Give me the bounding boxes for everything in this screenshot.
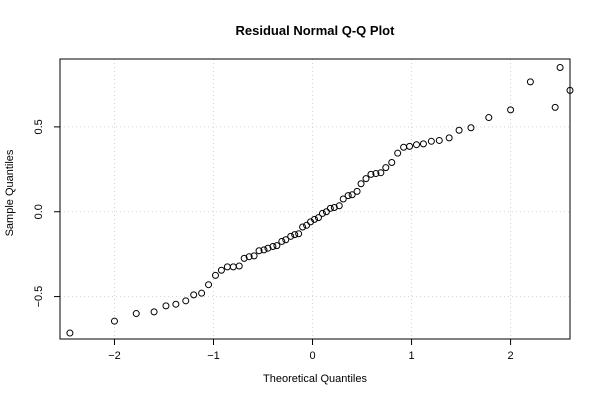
data-point xyxy=(282,236,290,244)
data-point xyxy=(66,329,74,337)
plot-frame xyxy=(59,58,571,340)
data-point xyxy=(551,103,559,111)
data-point xyxy=(311,215,319,223)
y-axis-label: Sample Quantiles xyxy=(4,149,16,236)
data-point xyxy=(110,317,118,325)
y-tick-label: 0.0 xyxy=(33,204,45,219)
data-point xyxy=(435,136,443,144)
data-point xyxy=(278,237,286,245)
data-point xyxy=(427,137,435,145)
y-tick-label: 0.5 xyxy=(33,119,45,134)
data-point xyxy=(235,262,243,270)
data-point xyxy=(217,266,225,274)
data-point xyxy=(287,232,295,240)
data-point xyxy=(223,263,231,271)
data-point xyxy=(172,300,180,308)
data-point xyxy=(255,247,263,255)
data-point xyxy=(388,159,396,167)
data-point xyxy=(400,143,408,151)
data-points xyxy=(66,63,574,337)
data-point xyxy=(485,114,493,122)
x-tick-label: 2 xyxy=(508,350,514,362)
data-point xyxy=(353,187,361,195)
data-point xyxy=(367,170,375,178)
data-point xyxy=(467,124,475,132)
data-point xyxy=(335,202,343,210)
data-point xyxy=(556,63,564,71)
data-point xyxy=(330,203,338,211)
data-point xyxy=(229,263,237,271)
data-point xyxy=(314,214,322,222)
data-point xyxy=(419,140,427,148)
data-point xyxy=(162,302,170,310)
data-point xyxy=(377,169,385,177)
data-point xyxy=(211,271,219,279)
data-point xyxy=(269,243,277,251)
data-point xyxy=(394,149,402,157)
data-point xyxy=(182,297,190,305)
data-point xyxy=(406,142,414,150)
data-point xyxy=(382,164,390,172)
data-point xyxy=(526,78,534,86)
data-point xyxy=(566,86,574,94)
x-axis-label: Theoretical Quantiles xyxy=(263,373,367,385)
data-point xyxy=(348,191,356,199)
data-point xyxy=(362,175,370,183)
x-tick-label: −2 xyxy=(108,350,121,362)
data-point xyxy=(339,195,347,203)
data-point xyxy=(507,106,515,114)
data-point xyxy=(303,221,311,229)
data-point xyxy=(413,141,421,149)
data-point xyxy=(357,180,365,188)
data-point xyxy=(198,289,206,297)
data-point xyxy=(264,244,272,252)
y-tick-label: −0.5 xyxy=(33,286,45,308)
data-point xyxy=(273,242,281,250)
data-point xyxy=(245,253,253,261)
chart-title: Residual Normal Q-Q Plot xyxy=(236,23,396,38)
data-point xyxy=(260,246,268,254)
data-point xyxy=(132,310,140,318)
x-tick-label: 1 xyxy=(408,350,414,362)
data-point xyxy=(190,291,198,299)
data-point xyxy=(295,230,303,238)
data-point xyxy=(205,281,213,289)
data-point xyxy=(318,209,326,217)
data-point xyxy=(455,126,463,134)
grid xyxy=(60,59,570,339)
data-point xyxy=(322,208,330,216)
data-point xyxy=(372,170,380,178)
axis-ticks: −2 −1 0 1 2 −0.5 0.0 0.5 xyxy=(33,119,514,362)
data-point xyxy=(445,134,453,142)
data-point xyxy=(326,204,334,212)
data-point xyxy=(291,231,299,239)
data-point xyxy=(250,252,258,260)
x-tick-label: −1 xyxy=(207,350,220,362)
x-tick-label: 0 xyxy=(309,350,315,362)
data-point xyxy=(150,308,158,316)
data-point xyxy=(299,223,307,231)
data-point xyxy=(240,254,248,262)
data-point xyxy=(344,192,352,200)
